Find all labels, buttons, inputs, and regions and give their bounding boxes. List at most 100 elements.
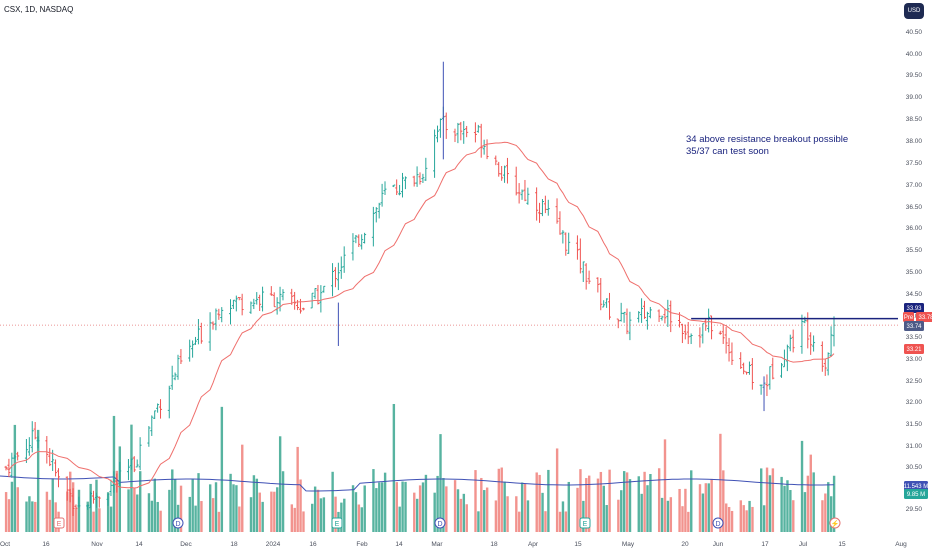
ohlc-bar bbox=[418, 172, 422, 185]
volume-bar bbox=[156, 501, 159, 532]
currency-button[interactable]: USD bbox=[904, 3, 924, 19]
ohlc-bar bbox=[170, 365, 174, 390]
x-tick-label: Mar bbox=[431, 541, 443, 548]
volume-bar bbox=[587, 475, 591, 532]
y-tick-label: 38.00 bbox=[906, 138, 923, 145]
ohlc-bar bbox=[584, 263, 588, 290]
volume-bar bbox=[719, 433, 722, 532]
volume-bar bbox=[217, 511, 221, 532]
volume-bar bbox=[258, 492, 261, 532]
price-tag-bg bbox=[904, 344, 924, 354]
ohlc-bar bbox=[663, 308, 667, 324]
volume-bar bbox=[153, 478, 156, 532]
volume-bar bbox=[832, 475, 836, 532]
volume-bar bbox=[809, 454, 812, 532]
ohlc-bar bbox=[608, 292, 612, 320]
ohlc-bar bbox=[363, 232, 367, 244]
ohlc-bar bbox=[820, 341, 824, 372]
volume-bar bbox=[585, 478, 588, 532]
volume-bar bbox=[319, 498, 323, 532]
volume-bar bbox=[299, 479, 302, 532]
volume-bar bbox=[392, 403, 396, 532]
volume-bar bbox=[281, 471, 285, 532]
ohlc-bar bbox=[217, 308, 221, 320]
ohlc-bar bbox=[7, 458, 11, 478]
y-tick-label: 37.50 bbox=[906, 160, 923, 167]
ohlc-bar bbox=[535, 187, 539, 221]
volume-bar bbox=[520, 482, 524, 532]
ohlc-bar bbox=[135, 459, 139, 468]
ohlc-bar bbox=[354, 234, 358, 244]
y-tick-label: 39.00 bbox=[906, 94, 923, 101]
event-marker: D bbox=[172, 517, 184, 529]
volume-bar bbox=[436, 475, 439, 532]
ohlc-bar bbox=[249, 301, 253, 314]
ohlc-bar bbox=[380, 183, 384, 207]
volume-bar bbox=[130, 424, 133, 532]
ohlc-bar bbox=[68, 488, 72, 503]
volume-bar bbox=[439, 434, 442, 532]
volume-bar bbox=[710, 478, 713, 532]
y-tick-label: 37.00 bbox=[906, 182, 923, 189]
volume-bar bbox=[783, 485, 786, 532]
price-tag-bg bbox=[904, 303, 924, 313]
ohlc-bar bbox=[788, 334, 792, 352]
volume-bar bbox=[678, 488, 681, 532]
ohlc-bar bbox=[403, 176, 407, 190]
ohlc-bar bbox=[605, 298, 609, 308]
volume-bar bbox=[4, 492, 8, 532]
y-tick-label: 32.50 bbox=[906, 378, 923, 385]
ohlc-bar bbox=[587, 270, 591, 285]
volume-bar bbox=[640, 493, 643, 532]
ohlc-bar bbox=[517, 183, 521, 204]
volume-bar bbox=[28, 496, 31, 532]
ohlc-bar bbox=[686, 321, 690, 345]
ohlc-bar bbox=[167, 385, 171, 419]
ohlc-bar bbox=[360, 234, 364, 250]
volume-tag: 9.85 M bbox=[904, 489, 928, 499]
ohlc-bar bbox=[724, 326, 728, 354]
price-bars bbox=[4, 61, 836, 516]
volume-bar bbox=[398, 506, 401, 532]
ohlc-bar bbox=[578, 238, 582, 274]
volume-bar bbox=[173, 479, 177, 532]
volume-bar bbox=[380, 482, 384, 532]
ohlc-bar bbox=[759, 384, 763, 395]
ohlc-bar bbox=[132, 456, 136, 473]
volume-bar bbox=[742, 505, 745, 532]
y-tick-label: 32.00 bbox=[906, 399, 923, 406]
volume-bar bbox=[139, 471, 142, 532]
y-tick-label: 33.50 bbox=[906, 334, 923, 341]
volume-bar bbox=[98, 508, 101, 532]
volume-bar bbox=[725, 503, 728, 532]
volume-bar bbox=[558, 511, 562, 532]
ohlc-bar bbox=[739, 352, 743, 369]
ohlc-bar bbox=[424, 157, 428, 181]
x-tick-label: May bbox=[622, 541, 635, 548]
price-tag-bg bbox=[904, 321, 924, 331]
ohlc-bar bbox=[453, 128, 457, 143]
ohlc-bar bbox=[234, 295, 238, 312]
volume-bar bbox=[133, 488, 136, 532]
volume-bar bbox=[657, 468, 661, 532]
volume-bar bbox=[357, 504, 361, 532]
event-marker-label: E bbox=[583, 521, 588, 528]
ohlc-bar bbox=[628, 311, 632, 341]
volume-bar bbox=[331, 471, 334, 532]
ohlc-bar bbox=[24, 438, 28, 463]
volume-bar bbox=[261, 501, 264, 532]
volume-bar bbox=[523, 483, 527, 532]
volume-bar bbox=[555, 448, 559, 532]
volume-bar bbox=[821, 500, 824, 532]
volume-bar bbox=[608, 469, 611, 532]
annotation-line-1: 34 above resistance breakout possible bbox=[686, 134, 849, 145]
volume-bar bbox=[208, 484, 212, 532]
ohlc-bar bbox=[596, 277, 600, 293]
volume-bar bbox=[168, 489, 171, 532]
ohlc-bar bbox=[742, 362, 746, 375]
volume-bars bbox=[4, 403, 836, 532]
y-tick-label: 38.50 bbox=[906, 116, 923, 123]
volume-bar bbox=[786, 480, 789, 532]
volume-bar bbox=[229, 473, 232, 532]
